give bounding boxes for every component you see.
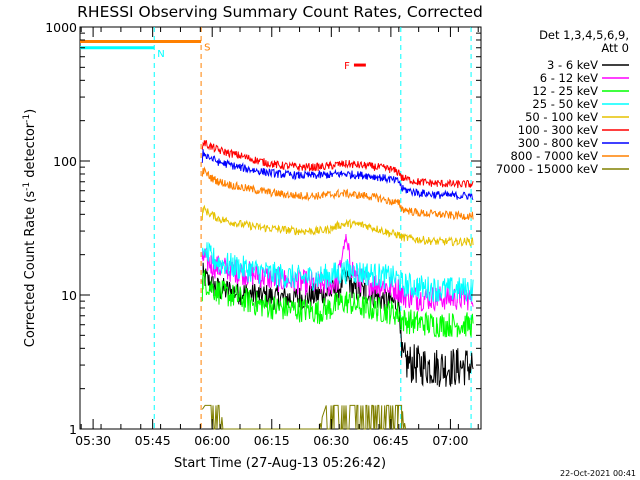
legend-label-2: 12 - 25 keV: [532, 84, 598, 98]
marker-label-N: N: [157, 49, 164, 60]
series-line-2: [201, 270, 474, 338]
legend-label-0: 3 - 6 keV: [547, 58, 598, 72]
series-line-5: [201, 140, 474, 189]
y-tick-label-0: 1: [69, 422, 77, 437]
x-tick-label-6: 07:00: [432, 433, 468, 448]
series-line-7: [201, 166, 474, 221]
status-markers: N S F: [80, 39, 366, 72]
legend-label-4: 50 - 100 keV: [525, 110, 598, 124]
legend-label-8: 7000 - 15000 keV: [496, 162, 598, 176]
series-line-8: [201, 404, 407, 430]
series-line-4: [201, 204, 474, 247]
chart-title: RHESSI Observing Summary Count Rates, Co…: [77, 3, 483, 21]
axis-ticks: 1 10 100 1000 05:30 05:45 06:00 06:15 06:30 06:45…: [45, 20, 481, 448]
legend-label-3: 25 - 50 keV: [532, 97, 598, 111]
x-tick-label-3: 06:15: [254, 433, 290, 448]
y-tick-label-2: 100: [53, 154, 77, 169]
legend-header-detectors: Det 1,3,4,5,6,9,: [539, 28, 629, 42]
x-tick-label-2: 06:00: [194, 433, 230, 448]
series-line-3: [201, 241, 474, 303]
x-tick-label-1: 05:45: [135, 433, 171, 448]
x-tick-label-0: 05:30: [75, 433, 111, 448]
marker-label-F: F: [344, 61, 350, 72]
marker-label-S: S: [204, 42, 210, 53]
legend-header-attenuator: Att 0: [601, 41, 629, 55]
legend-label-7: 800 - 7000 keV: [510, 149, 598, 163]
legend-label-5: 100 - 300 keV: [518, 123, 598, 137]
series-line-6: [201, 149, 474, 201]
x-tick-label-5: 06:45: [373, 433, 409, 448]
legend-label-6: 300 - 800 keV: [518, 136, 598, 150]
series-lines: [201, 140, 474, 430]
date-stamp: 22-Oct-2021 00:41: [560, 469, 636, 478]
x-tick-label-4: 06:30: [313, 433, 349, 448]
legend-label-1: 6 - 12 keV: [540, 71, 598, 85]
y-tick-label-3: 1000: [45, 20, 77, 35]
y-axis-label: Corrected Count Rate (s-1 detector-1): [22, 109, 38, 347]
x-axis-label: Start Time (27-Aug-13 05:26:42): [174, 456, 386, 471]
y-tick-label-1: 10: [61, 288, 77, 303]
